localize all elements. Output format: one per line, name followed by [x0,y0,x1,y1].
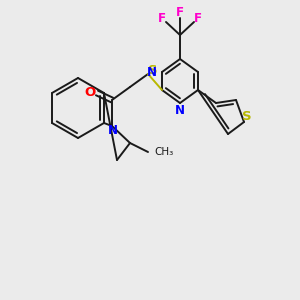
Text: F: F [176,7,184,20]
Text: F: F [194,11,202,25]
Text: O: O [84,86,96,100]
Text: N: N [147,65,157,79]
Text: N: N [108,124,118,137]
Text: F: F [158,11,166,25]
Text: N: N [175,103,185,116]
Text: S: S [242,110,252,124]
Text: CH₃: CH₃ [154,147,173,157]
Text: S: S [148,64,158,76]
